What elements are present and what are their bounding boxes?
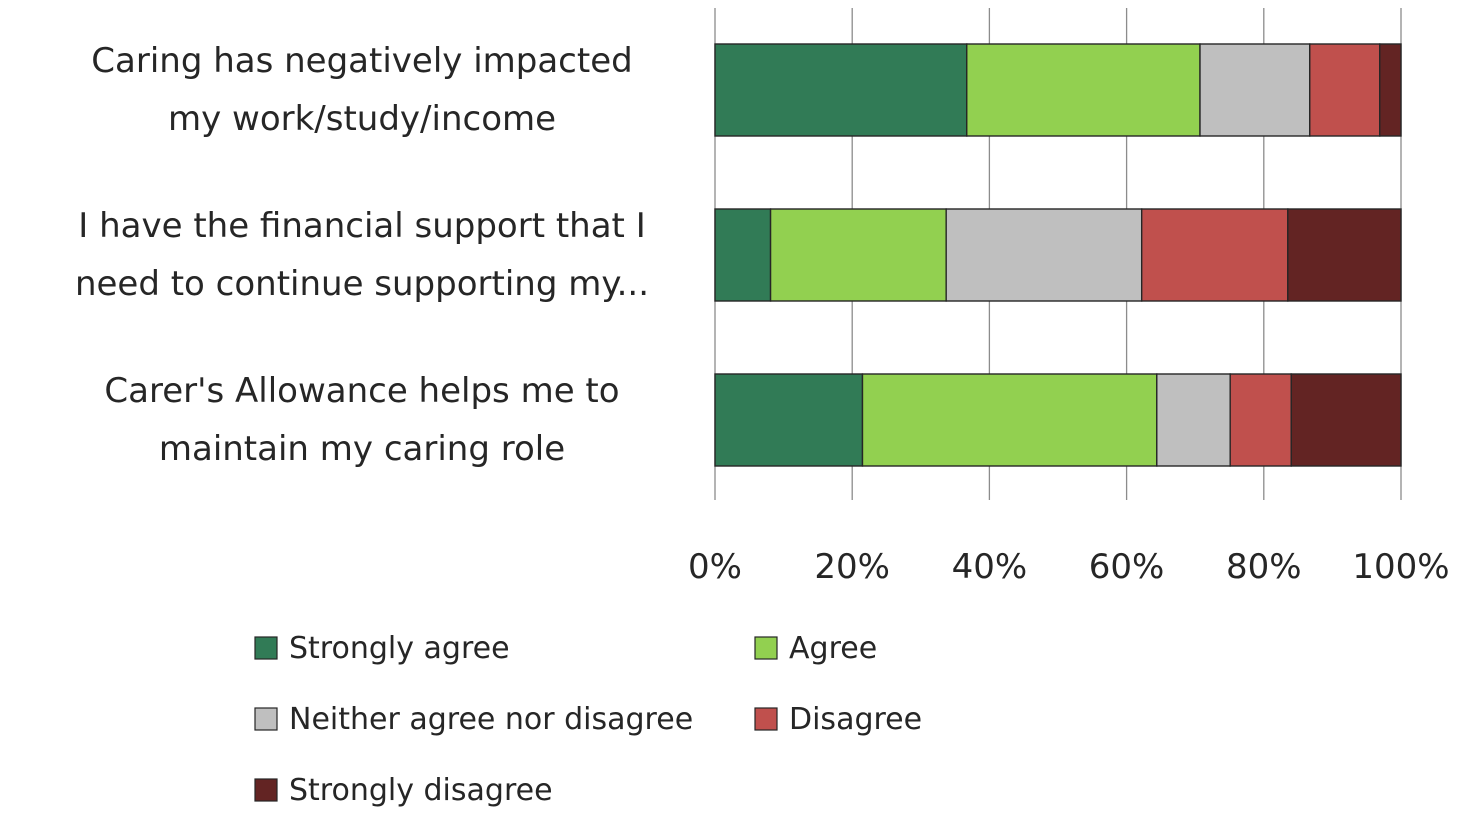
bar-segment-2-row-3 bbox=[861, 373, 1158, 467]
legend-swatch bbox=[254, 707, 278, 731]
x-tick-label: 0% bbox=[688, 547, 742, 587]
bar-segment-4-row-1 bbox=[1309, 43, 1381, 137]
legend-swatch bbox=[754, 707, 778, 731]
bar-segments bbox=[714, 43, 1402, 467]
category-label: my work/study/income bbox=[168, 99, 556, 139]
legend-label: Agree bbox=[789, 631, 877, 666]
bar-segment-2-row-1 bbox=[966, 43, 1201, 137]
bar-segment-4-row-2 bbox=[1140, 208, 1289, 302]
x-axis-ticks: 0% 20% 40% 60% 80% 100% bbox=[688, 547, 1450, 587]
category-label: need to continue supporting my... bbox=[75, 264, 649, 304]
x-tick-label: 20% bbox=[814, 547, 890, 587]
bar-segment-5-row-2 bbox=[1287, 208, 1402, 302]
legend-label: Disagree bbox=[789, 702, 922, 737]
x-tick-label: 80% bbox=[1226, 547, 1302, 587]
category-label: Caring has negatively impacted bbox=[91, 41, 632, 81]
bar-segment-3-row-2 bbox=[945, 208, 1143, 302]
legend: Strongly agree Agree Neither agree nor dis… bbox=[254, 631, 922, 808]
bar-segment-1-row-1 bbox=[714, 43, 968, 137]
x-tick-label: 60% bbox=[1089, 547, 1165, 587]
legend-label: Neither agree nor disagree bbox=[289, 702, 693, 737]
category-label: maintain my caring role bbox=[159, 429, 565, 469]
legend-swatch bbox=[754, 636, 778, 660]
bar-segment-5-row-3 bbox=[1290, 373, 1402, 467]
legend-label: Strongly agree bbox=[289, 631, 510, 666]
bar-segment-3-row-1 bbox=[1199, 43, 1311, 137]
bar-segment-2-row-2 bbox=[769, 208, 947, 302]
category-label: I have the financial support that I bbox=[78, 206, 645, 246]
x-tick-label: 40% bbox=[952, 547, 1028, 587]
bar-segment-3-row-3 bbox=[1156, 373, 1231, 467]
bar-segment-5-row-1 bbox=[1379, 43, 1402, 137]
legend-swatch bbox=[254, 778, 278, 802]
bar-segment-4-row-3 bbox=[1229, 373, 1292, 467]
bar-segment-1-row-2 bbox=[714, 208, 772, 302]
x-tick-label: 100% bbox=[1352, 547, 1449, 587]
category-label: Carer's Allowance helps me to bbox=[104, 371, 619, 411]
bar-segment-1-row-3 bbox=[714, 373, 864, 467]
legend-label: Strongly disagree bbox=[289, 773, 553, 808]
legend-swatch bbox=[254, 636, 278, 660]
category-labels: Caring has negatively impacted my work/st… bbox=[75, 41, 649, 469]
